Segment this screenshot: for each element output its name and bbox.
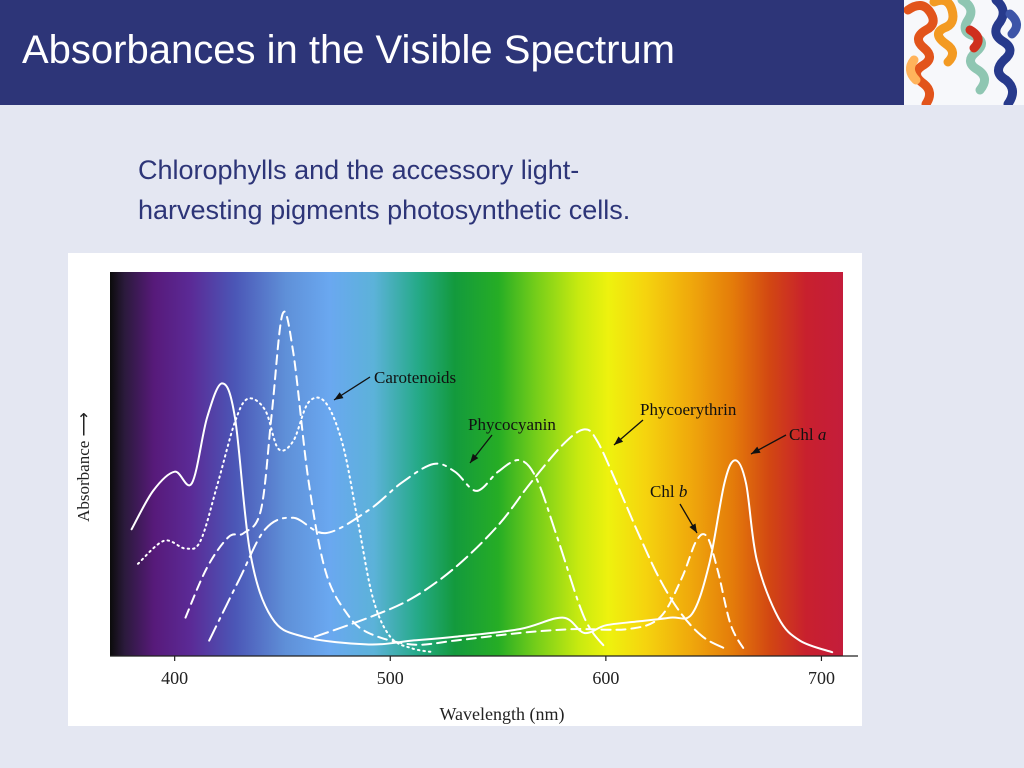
curve-label-chl-b: Chl b	[650, 482, 687, 501]
leader-arrowhead-phycocyanin	[470, 453, 479, 463]
series-line-phycoerythrin	[313, 428, 726, 650]
slide-subtitle: Chlorophylls and the accessory light- ha…	[138, 150, 838, 230]
curve-label-phycoerythrin: Phycoerythrin	[640, 400, 737, 419]
plot-area	[110, 272, 843, 656]
axes: 400 500 600 700 Wavelength (nm) Absorbance ⟶	[74, 412, 858, 725]
slide-title: Absorbances in the Visible Spectrum	[22, 28, 675, 72]
curves	[130, 310, 834, 654]
series-line-chl-b	[184, 310, 747, 654]
curve-label-phycocyanin: Phycocyanin	[468, 415, 556, 434]
leader-arrowhead-carotenoids	[334, 392, 344, 400]
subtitle-line: Chlorophylls and the accessory light-	[138, 155, 580, 185]
series-line-phycocyanin	[208, 459, 607, 650]
leader-arrowhead-chl-a	[751, 446, 761, 454]
title-bar: Absorbances in the Visible Spectrum	[0, 0, 1024, 105]
leader-arrowhead-chl-b	[689, 523, 697, 533]
x-axis-label: Wavelength (nm)	[439, 704, 564, 725]
subtitle-line: harvesting pigments photosynthetic cells…	[138, 195, 631, 225]
series-line-chl-a	[130, 382, 834, 654]
leader-arrowhead-phycoerythrin	[614, 436, 624, 445]
y-axis-label: Absorbance ⟶	[74, 412, 93, 522]
series-line-carotenoids	[137, 396, 435, 654]
curve-label-chl-a: Chl a	[789, 425, 826, 444]
x-tick-label: 600	[592, 668, 619, 688]
curve-label-carotenoids: Carotenoids	[374, 368, 456, 387]
absorbance-spectrum-figure: 400 500 600 700 Wavelength (nm) Absorbance ⟶ …	[68, 253, 862, 726]
x-tick-label: 700	[808, 668, 835, 688]
curve-labels: Carotenoids Phycocyanin Phycoerythrin Chl b…	[333, 368, 826, 534]
protein-helix-icon	[904, 0, 1024, 105]
x-tick-label: 500	[377, 668, 404, 688]
x-tick-label: 400	[161, 668, 188, 688]
